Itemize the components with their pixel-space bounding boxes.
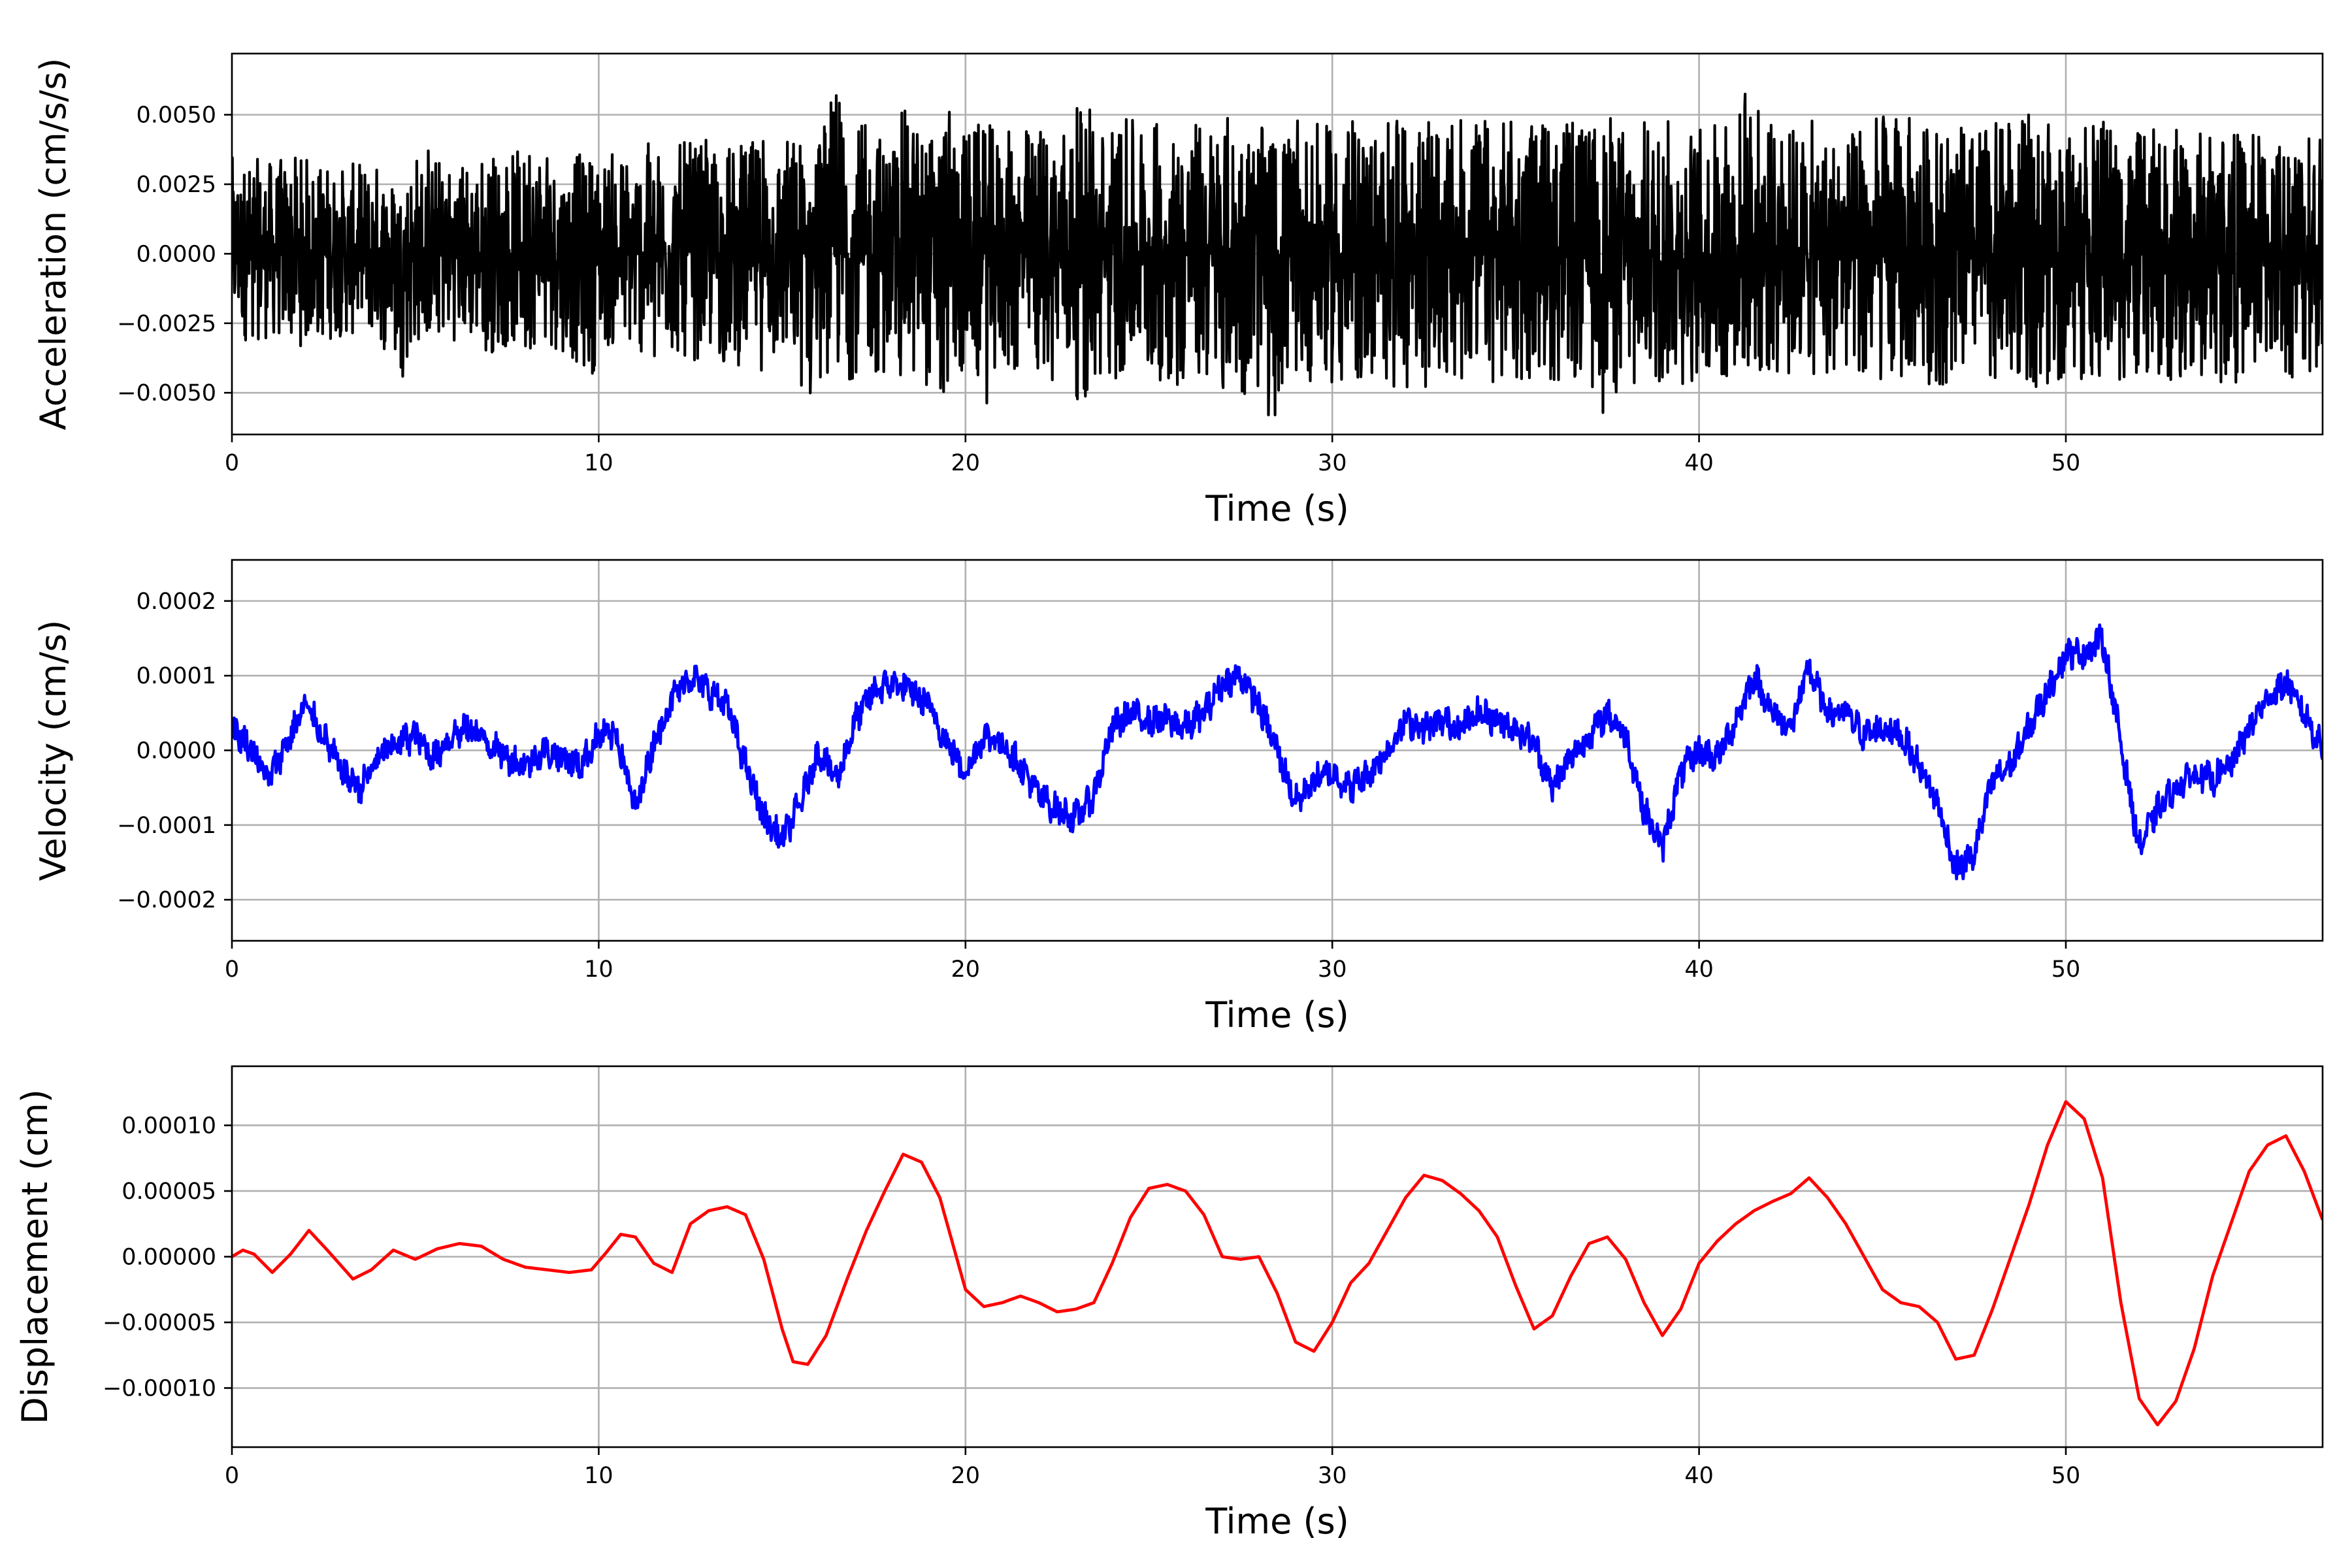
acceleration-series-line [232,92,2323,417]
displacement-y-axis-title: Displacement (cm) [14,1089,56,1424]
acceleration-x-tick-label: 0 [225,450,239,476]
velocity-y-tick-label: 0.0000 [137,738,216,764]
velocity-y-tick-label: 0.0001 [137,663,216,689]
displacement-x-tick-label: 40 [1684,1463,1714,1489]
velocity-x-tick-label: 20 [951,956,981,983]
velocity-y-tick-label: −0.0002 [117,887,216,913]
velocity-x-tick-label: 10 [584,956,613,983]
acceleration-x-tick-label: 40 [1684,450,1714,476]
velocity-x-tick-label: 0 [225,956,239,983]
acceleration-x-tick-label: 10 [584,450,613,476]
velocity-panel: 0 10 20 30 40 50 0.0002 0.0001 0.0000 −0.0001 −0.0… [33,559,2324,1036]
displacement-x-tick-label: 10 [584,1463,613,1489]
acceleration-x-tick-label: 20 [951,450,981,476]
displacement-panel: 0 10 20 30 40 50 0.00010 0.00005 0.00000 −0.00005… [14,1065,2324,1542]
acceleration-y-axis-title: Acceleration (cm/s/s) [33,58,74,431]
acceleration-x-axis-title: Time (s) [1205,488,1349,529]
displacement-x-tick-label: 20 [951,1463,981,1489]
acceleration-y-tick-label: −0.0050 [117,380,216,406]
displacement-y-tick-label: 0.00000 [122,1245,216,1271]
acceleration-x-tick-label: 50 [2051,450,2081,476]
displacement-x-axis-title: Time (s) [1205,1501,1349,1542]
velocity-x-tick-label: 40 [1684,956,1714,983]
acceleration-x-tick-label: 30 [1318,450,1347,476]
velocity-y-tick-label: −0.0001 [117,813,216,839]
velocity-x-axis-title: Time (s) [1205,994,1349,1036]
displacement-x-tick-label: 50 [2051,1463,2081,1489]
velocity-y-axis-title: Velocity (cm/s) [33,620,74,881]
displacement-y-tick-label: −0.00010 [103,1376,216,1402]
displacement-y-tick-label: −0.00005 [103,1310,216,1336]
displacement-y-tick-label: 0.00010 [122,1113,216,1139]
displacement-x-tick-label: 30 [1318,1463,1347,1489]
acceleration-y-tick-label: 0.0000 [137,241,216,267]
acceleration-y-tick-label: 0.0050 [137,103,216,129]
acceleration-plot-frame [231,52,2324,436]
velocity-x-tick-label: 50 [2051,956,2081,983]
acceleration-y-tick-label: 0.0025 [137,172,216,198]
displacement-y-tick-label: 0.00005 [122,1179,216,1205]
velocity-series-line [232,623,2323,881]
velocity-y-tick-label: 0.0002 [137,589,216,615]
velocity-x-tick-label: 30 [1318,956,1347,983]
acceleration-panel: 0 10 20 30 40 50 0.0050 0.0025 0.0000 −0.0025 −0.0… [33,52,2324,529]
displacement-x-tick-label: 0 [225,1463,239,1489]
displacement-series-line [232,1100,2323,1427]
acceleration-y-tick-label: −0.0025 [117,311,216,337]
